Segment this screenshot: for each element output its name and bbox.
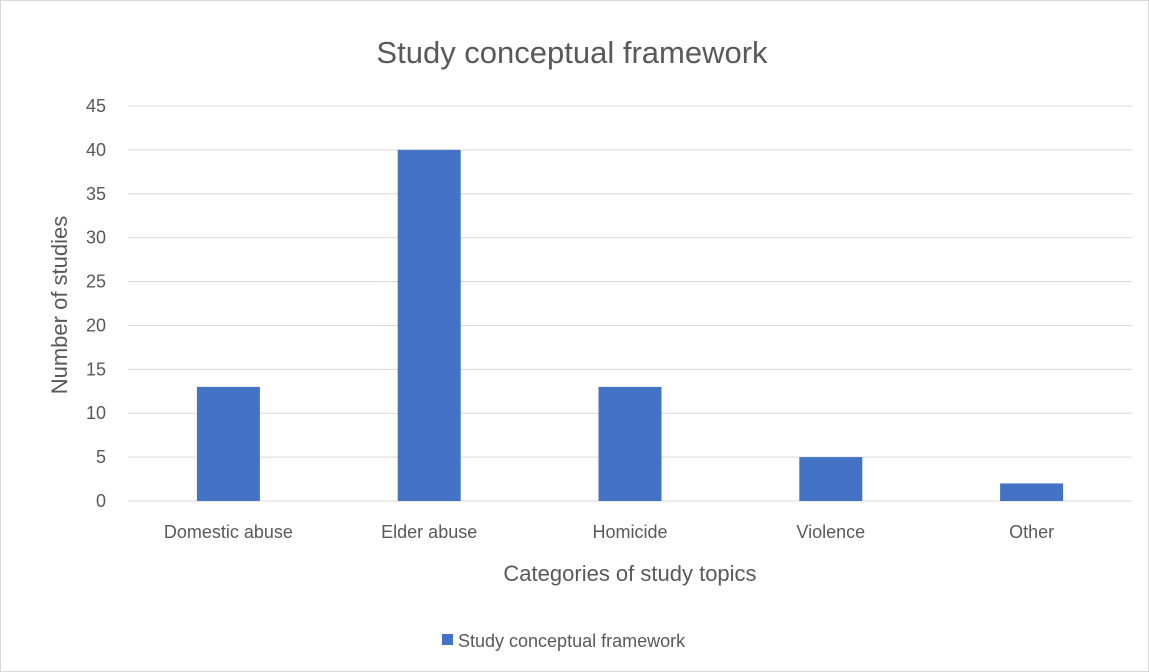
y-axis-label: Number of studies bbox=[47, 216, 72, 395]
y-tick-label: 40 bbox=[86, 140, 106, 160]
bar-homicide bbox=[598, 386, 662, 501]
y-tick-label: 0 bbox=[96, 491, 106, 511]
legend-swatch bbox=[442, 634, 453, 645]
y-axis-ticks: 0 5 10 15 20 25 30 35 40 45 bbox=[86, 96, 106, 511]
y-tick-label: 45 bbox=[86, 96, 106, 116]
y-tick-label: 25 bbox=[86, 272, 106, 292]
x-tick-label: Homicide bbox=[592, 522, 667, 542]
x-axis-ticks: Domestic abuse Elder abuse Homicide Violenc… bbox=[164, 522, 1054, 542]
bars bbox=[196, 149, 1064, 501]
y-tick-label: 35 bbox=[86, 184, 106, 204]
y-tick-label: 10 bbox=[86, 403, 106, 423]
x-tick-label: Elder abuse bbox=[381, 522, 477, 542]
legend: Study conceptual framework bbox=[442, 631, 686, 651]
x-tick-label: Violence bbox=[796, 522, 865, 542]
chart-title: Study conceptual framework bbox=[376, 35, 768, 70]
y-tick-label: 20 bbox=[86, 315, 106, 335]
bar-elder-abuse bbox=[397, 149, 461, 501]
bar-domestic-abuse bbox=[196, 386, 260, 501]
x-tick-label: Domestic abuse bbox=[164, 522, 293, 542]
x-tick-label: Other bbox=[1009, 522, 1054, 542]
bar-other bbox=[1000, 483, 1064, 501]
bar-violence bbox=[799, 457, 863, 501]
y-tick-label: 15 bbox=[86, 359, 106, 379]
x-axis-label: Categories of study topics bbox=[503, 561, 756, 586]
gridlines bbox=[128, 105, 1132, 502]
y-tick-label: 5 bbox=[96, 447, 106, 467]
y-tick-label: 30 bbox=[86, 228, 106, 248]
legend-label: Study conceptual framework bbox=[458, 631, 686, 651]
